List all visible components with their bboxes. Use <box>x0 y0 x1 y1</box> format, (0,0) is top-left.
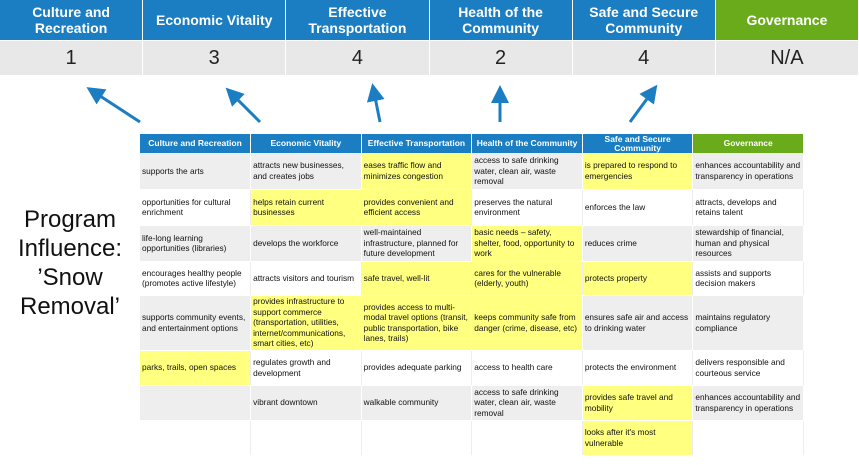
table-row: vibrant downtown walkable community access… <box>140 385 804 421</box>
table-cell: provides access to multi-modal travel op… <box>361 295 473 351</box>
table-cell: preserves the natural environment <box>471 189 583 226</box>
column-header: Economic Vitality <box>250 134 362 153</box>
table-cell: supports community events, and entertain… <box>140 295 252 351</box>
table-cell: provides adequate parking <box>361 350 473 386</box>
column-header: Governance <box>692 134 804 153</box>
label-line: Influence: <box>17 235 123 262</box>
table-cell: life-long learning opportunities (librar… <box>140 225 252 262</box>
table-cell: attracts, develops and retains talent <box>692 189 804 226</box>
table-cell: maintains regulatory compliance <box>692 295 804 351</box>
table-row: parks, trails, open spaces regulates grow… <box>140 350 804 386</box>
table-row: supports community events, and entertain… <box>140 295 804 351</box>
table-cell: encourages healthy people (promotes acti… <box>140 261 252 296</box>
summary-score: 1 <box>0 40 144 75</box>
summary-score: N/A <box>715 40 859 75</box>
label-line: Program <box>23 206 117 233</box>
table-cell: provides safe travel and mobility <box>582 385 694 421</box>
table-cell: develops the workforce <box>250 225 362 262</box>
table-cell: looks after it's most vulnerable <box>582 420 694 456</box>
table-cell: assists and supports decision makers <box>692 261 804 296</box>
arrow-icon <box>86 87 141 124</box>
arrow-icon <box>225 87 262 124</box>
table-row: life-long learning opportunities (librar… <box>140 225 804 262</box>
table-row: encourages healthy people (promotes acti… <box>140 261 804 296</box>
table-row: looks after it's most vulnerable <box>140 420 804 456</box>
table-cell: enforces the law <box>582 189 694 226</box>
table-cell: opportunities for cultural enrichment <box>140 189 252 226</box>
table-cell: access to safe drinking water, clean air… <box>471 153 583 190</box>
summary-score: 3 <box>143 40 287 75</box>
summary-header: Economic Vitality <box>143 0 287 40</box>
column-header: Culture and Recreation <box>140 134 252 153</box>
table-cell: well-maintained infrastructure, planned … <box>361 225 473 262</box>
table-cell: vibrant downtown <box>250 385 362 421</box>
summary-grid: Culture and Recreation Economic Vitality E… <box>0 0 859 75</box>
table-cell: access to safe drinking water, clean air… <box>471 385 583 421</box>
table-cell: helps retain current businesses <box>250 189 362 226</box>
program-influence-label: Program Influence: ’Snow Removal’ <box>0 205 140 321</box>
arrows <box>86 83 658 124</box>
table-cell <box>361 420 473 456</box>
influence-table: Culture and Recreation Economic Vitality E… <box>140 134 804 456</box>
summary-score: 4 <box>286 40 430 75</box>
table-cell: walkable community <box>361 385 473 421</box>
table-cell <box>250 420 362 456</box>
table-cell: enhances accountability and transparency… <box>692 385 804 421</box>
table-cell: reduces crime <box>582 225 694 262</box>
table-cell: stewardship of financial, human and phys… <box>692 225 804 262</box>
summary-header: Culture and Recreation <box>0 0 144 40</box>
summary-header: Safe and Secure Community <box>572 0 716 40</box>
arrow-icon <box>366 83 385 123</box>
table-row: opportunities for cultural enrichment hel… <box>140 189 804 226</box>
table-cell: provides infrastructure to support comme… <box>250 295 362 351</box>
table-cell <box>692 420 804 456</box>
summary-score: 4 <box>572 40 716 75</box>
table-cell: parks, trails, open spaces <box>140 350 252 386</box>
table-cell <box>140 420 252 456</box>
table-cell: safe travel, well-lit <box>361 261 473 296</box>
table-cell: ensures safe air and access to drinking … <box>582 295 694 351</box>
summary-score: 2 <box>429 40 573 75</box>
summary-header: Governance <box>715 0 859 40</box>
label-line: ’Snow <box>37 264 103 291</box>
arrow-icon <box>628 84 658 123</box>
table-cell: cares for the vulnerable (elderly, youth… <box>471 261 583 296</box>
table-cell <box>471 420 583 456</box>
label-line: Removal’ <box>19 293 121 320</box>
table-cell: supports the arts <box>140 153 252 190</box>
table-row: supports the arts attracts new businesses… <box>140 153 804 190</box>
summary-header: Effective Transportation <box>286 0 430 40</box>
table-cell: delivers responsible and courteous servi… <box>692 350 804 386</box>
table-cell: eases traffic flow and minimizes congest… <box>361 153 473 190</box>
table-cell: attracts visitors and tourism <box>250 261 362 296</box>
column-header: Health of the Community <box>471 134 583 153</box>
table-cell <box>140 385 252 421</box>
summary-header: Health of the Community <box>429 0 573 40</box>
table-cell: attracts new businesses, and creates job… <box>250 153 362 190</box>
table-cell: regulates growth and development <box>250 350 362 386</box>
table-cell: protects the environment <box>582 350 694 386</box>
table-cell: protects property <box>582 261 694 296</box>
table-cell: access to health care <box>471 350 583 386</box>
table-cell: provides convenient and efficient access <box>361 189 473 226</box>
table-cell: basic needs – safety, shelter, food, opp… <box>471 225 583 262</box>
table-cell: is prepared to respond to emergencies <box>582 153 694 190</box>
column-header: Safe and Secure Community <box>582 134 694 153</box>
table-cell: keeps community safe from danger (crime,… <box>471 295 583 351</box>
column-header: Effective Transportation <box>361 134 473 153</box>
table-cell: enhances accountability and transparency… <box>692 153 804 190</box>
